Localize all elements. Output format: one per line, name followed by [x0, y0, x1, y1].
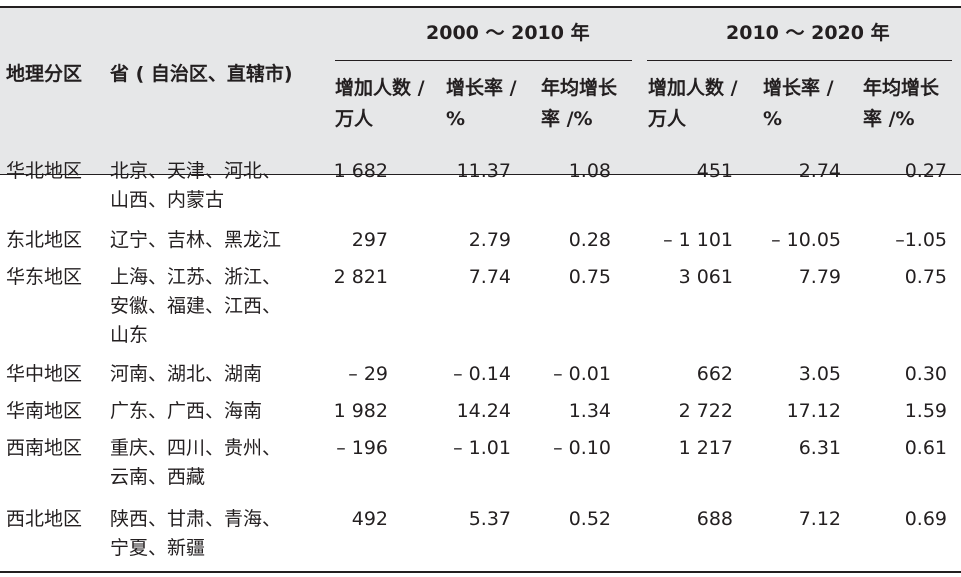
header-b-increase-line1: 增加人数 / [648, 77, 738, 99]
row-provinces-line: 安徽、福建、江西、 [110, 295, 282, 317]
cell-a-increase: 492 [351, 508, 388, 530]
cell-b-rate: 7.12 [798, 508, 841, 530]
row-provinces-line: 上海、江苏、浙江、 [110, 266, 282, 288]
cell-b-increase: 1 217 [678, 437, 733, 459]
row-region: 华中地区 [6, 363, 83, 385]
cell-a-increase: – 196 [336, 437, 388, 459]
cell-b-rate: 3.05 [798, 363, 841, 385]
header-b-annual-line2: 率 /% [863, 108, 915, 130]
cell-a-rate: – 1.01 [453, 437, 511, 459]
cell-b-annual: 0.27 [904, 160, 947, 182]
header-a-rate-line2: % [446, 108, 466, 130]
header-background [0, 8, 961, 174]
bottom-rule [0, 571, 961, 573]
row-provinces-line: 广东、广西、海南 [110, 400, 263, 422]
cell-b-increase: 662 [696, 363, 733, 385]
row-provinces-line: 山东 [110, 324, 149, 346]
row-provinces-line: 河南、湖北、湖南 [110, 363, 263, 385]
row-provinces-line: 陕西、甘肃、青海、 [110, 508, 282, 530]
cell-b-annual: –1.05 [895, 229, 947, 251]
header-a-increase-line2: 万人 [335, 108, 374, 130]
cell-b-increase: 688 [696, 508, 733, 530]
cell-a-rate: 11.37 [456, 160, 511, 182]
cell-b-annual: 0.30 [904, 363, 947, 385]
header-rule [0, 174, 961, 175]
cell-a-annual: 1.34 [568, 400, 611, 422]
header-group-2000-2010: 2000 ～ 2010 年 [426, 22, 590, 44]
cell-b-annual: 0.69 [904, 508, 947, 530]
row-provinces-line: 云南、西藏 [110, 466, 206, 488]
header-b-increase-line2: 万人 [648, 108, 687, 130]
cell-a-increase: 1 982 [333, 400, 388, 422]
row-provinces-line: 辽宁、吉林、黑龙江 [110, 229, 282, 251]
header-a-increase-line1: 增加人数 / [335, 77, 425, 99]
header-b-rate-line1: 增长率 / [763, 77, 834, 99]
cell-a-annual: 1.08 [568, 160, 611, 182]
cell-a-increase: 1 682 [333, 160, 388, 182]
cell-a-rate: 14.24 [456, 400, 511, 422]
cell-a-rate: 7.74 [468, 266, 511, 288]
header-group-2010-2020: 2010 ～ 2020 年 [726, 22, 890, 44]
cell-b-rate: 6.31 [798, 437, 841, 459]
cell-b-annual: 1.59 [904, 400, 947, 422]
header-a-annual-line2: 率 /% [541, 108, 593, 130]
cell-a-increase: – 29 [348, 363, 388, 385]
row-provinces-line: 北京、天津、河北、 [110, 160, 282, 182]
cell-a-annual: 0.75 [568, 266, 611, 288]
row-region: 西北地区 [6, 508, 83, 530]
cell-b-rate: 2.74 [798, 160, 841, 182]
top-rule [0, 6, 961, 8]
cell-b-rate: 17.12 [786, 400, 841, 422]
header-a-rate-line1: 增长率 / [446, 77, 517, 99]
row-provinces-line: 重庆、四川、贵州、 [110, 437, 282, 459]
row-provinces-line: 山西、内蒙古 [110, 189, 225, 211]
group-b-underline [647, 60, 952, 61]
cell-b-increase: – 1 101 [663, 229, 733, 251]
row-provinces-line: 宁夏、新疆 [110, 537, 206, 559]
cell-b-annual: 0.61 [904, 437, 947, 459]
row-region: 华东地区 [6, 266, 83, 288]
row-region: 华南地区 [6, 400, 83, 422]
group-a-underline [335, 60, 632, 61]
cell-b-increase: 3 061 [678, 266, 733, 288]
header-region: 地理分区 [6, 63, 83, 85]
cell-b-rate: 7.79 [798, 266, 841, 288]
row-region: 东北地区 [6, 229, 83, 251]
header-b-annual-line1: 年均增长 [863, 77, 940, 99]
cell-a-rate: 2.79 [468, 229, 511, 251]
cell-a-annual: – 0.01 [553, 363, 611, 385]
cell-a-increase: 2 821 [333, 266, 388, 288]
row-region: 华北地区 [6, 160, 83, 182]
cell-b-annual: 0.75 [904, 266, 947, 288]
header-a-annual-line1: 年均增长 [541, 77, 618, 99]
cell-a-rate: – 0.14 [453, 363, 511, 385]
cell-b-rate: – 10.05 [771, 229, 841, 251]
header-b-rate-line2: % [763, 108, 783, 130]
cell-b-increase: 451 [696, 160, 733, 182]
cell-a-annual: 0.52 [568, 508, 611, 530]
cell-a-annual: – 0.10 [553, 437, 611, 459]
header-provinces: 省 ( 自治区、直辖市) [110, 63, 293, 85]
cell-a-rate: 5.37 [468, 508, 511, 530]
cell-a-increase: 297 [351, 229, 388, 251]
row-region: 西南地区 [6, 437, 83, 459]
cell-a-annual: 0.28 [568, 229, 611, 251]
cell-b-increase: 2 722 [678, 400, 733, 422]
